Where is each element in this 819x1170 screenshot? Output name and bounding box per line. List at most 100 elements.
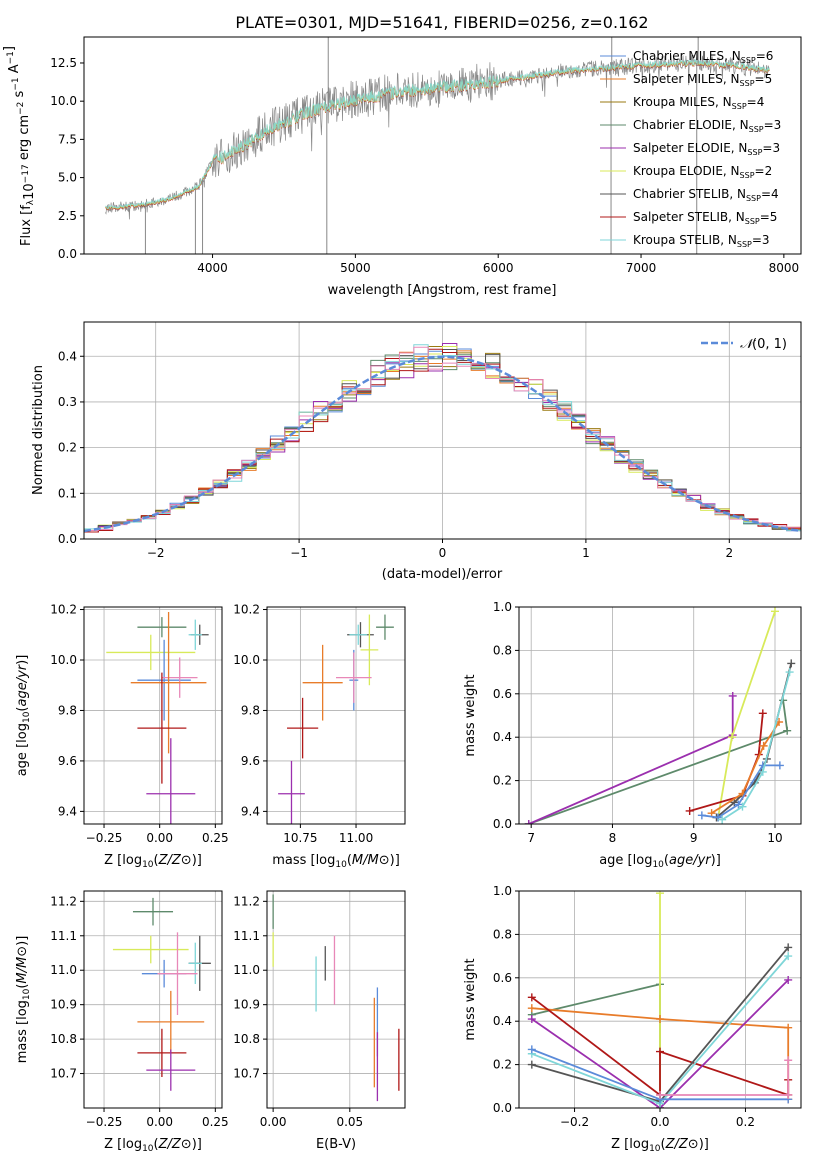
ylabel: mass weight [463,958,478,1040]
xlabel: Z [log10(Z/Z⊙)] [611,1137,709,1154]
xtick-label: 0.2 [736,1115,755,1129]
spectrum-legend-label: Kroupa MILES, NSSP=4 [633,95,764,111]
errorbar-point [137,1028,187,1077]
xtick-label: 10.75 [283,831,317,845]
residuals-ytick-label: 0.2 [58,441,77,455]
ytick-label: 11.0 [50,963,77,977]
spectrum-legend-label: Chabrier ELODIE, NSSP=3 [633,118,781,134]
weight-marker [775,761,784,770]
ytick-label: 1.0 [493,600,512,614]
spectrum-ytick-label: 12.5 [50,56,77,70]
weight-marker [784,1023,793,1032]
ylabel: age [log10(age/yr)] [15,655,32,777]
ytick-label: 0.2 [493,774,512,788]
weight-line [721,671,791,821]
spectrum-title: PLATE=0301, MJD=51641, FIBERID=0256, z=0… [235,13,648,32]
spectrum-model-line [105,58,770,209]
spectrum-legend-label: Salpeter ELODIE, NSSP=3 [633,141,780,157]
ytick-label: 0.4 [493,730,512,744]
ytick-label: 10.7 [233,1067,260,1081]
ytick-label: 10.8 [50,1032,77,1046]
residuals-xtick-label: 2 [725,546,733,560]
weight-line [528,696,734,824]
residuals-xlabel: (data-model)/error [382,567,503,582]
weight-marker [738,802,747,811]
errorbar-point [161,657,198,698]
spectrum-axes [83,36,802,255]
xtick-label: 7 [527,831,535,845]
ytick-label: 9.4 [58,804,77,818]
weight-marker [727,733,736,742]
weight-line [701,764,780,819]
errorbar-point [336,652,372,703]
errorbar-point [106,634,196,671]
gauss-curve [83,355,802,533]
ytick-label: 10.7 [50,1067,77,1081]
ytick-label: 10.9 [233,998,260,1012]
age-vs-mass-panel: 10.75 11.00 9.4 9.6 9.8 10.0 10.2 mass [log10(M… [233,603,406,870]
ytick-label: 9.8 [58,703,77,717]
ytick-label: 0.6 [493,687,512,701]
spectrum-legend-label: Salpeter MILES, NSSP=5 [633,72,772,88]
ytick-label: 10.0 [50,653,77,667]
residuals-ylabel: Normed distribution [31,365,46,495]
weight-marker [524,820,533,824]
weight-marker [656,891,664,898]
weight-marker [783,726,792,735]
weight-marker [784,975,793,984]
xtick-label: 0.00 [146,831,173,845]
xlabel: Z [log10(Z/Z⊙)] [104,853,202,870]
axes-frame [266,890,406,1109]
ytick-label: 0.2 [493,1058,512,1072]
ytick-label: 10.2 [50,603,77,617]
weight-line [715,663,793,819]
weight-marker [714,813,723,822]
weight-vs-Z-panel: −0.2 0.0 0.2 0.0 0.2 0.4 0.6 0.8 1.0 Z [log10(Z/Z… [463,884,802,1154]
ytick-label: 10.0 [233,653,260,667]
axes-frame [518,606,802,825]
weight-series [712,659,796,822]
mass-vs-Z-panel: −0.25 0.00 0.25 10.7 10.8 10.9 11.0 11.1 11.2 Z [… [15,890,229,1154]
ytick-label: 11.0 [233,963,260,977]
xtick-label: 10 [767,831,782,845]
errorbar-point [349,624,368,645]
xtick-label: −0.25 [86,831,123,845]
xtick-label: 8 [609,831,617,845]
weight-marker [784,1056,793,1065]
weight-line [711,721,780,814]
weight-marker [527,1060,536,1069]
residuals-ytick-label: 0.4 [58,349,77,363]
weight-marker [758,767,767,776]
spectrum-legend-label: Chabrier MILES, NSSP=6 [633,49,773,65]
spectrum-xtick-label: 5000 [340,261,371,275]
weight-series [697,761,784,822]
xlabel: Z [log10(Z/Z⊙)] [104,1137,202,1154]
errorbar-point [188,619,202,650]
spectrum-ylabel: Flux [fλ10−17 erg cm−2 s−1 A−1] [2,46,37,246]
xlabel: E(B-V) [316,1137,356,1152]
residuals-xtick-label: −1 [290,546,308,560]
xlabel: age [log10(age/yr)] [599,853,721,870]
spectrum-xtick-label: 6000 [483,261,514,275]
weight-marker [784,943,793,952]
weight-marker [527,1004,536,1013]
ytick-label: 0.8 [493,643,512,657]
errorbar-point [278,760,305,824]
axes-frame [266,606,406,825]
errorbar-point [132,897,174,926]
errorbar-point [112,935,189,964]
errorbar-point [137,617,187,638]
errorbar-point [137,990,205,1053]
weight-series [656,1056,793,1099]
residuals-ytick-label: 0.1 [58,486,77,500]
xtick-label: 0.25 [202,831,229,845]
weight-marker [784,952,793,961]
weight-series [718,668,794,824]
axes-frame [83,890,223,1109]
xlabel: mass [log10(M/M⊙)] [272,853,400,870]
ytick-label: 10.8 [233,1032,260,1046]
errorbar-point [360,614,379,686]
ytick-label: 0.0 [493,1101,512,1115]
weight-marker [656,1015,664,1024]
weight-marker [527,1015,536,1024]
